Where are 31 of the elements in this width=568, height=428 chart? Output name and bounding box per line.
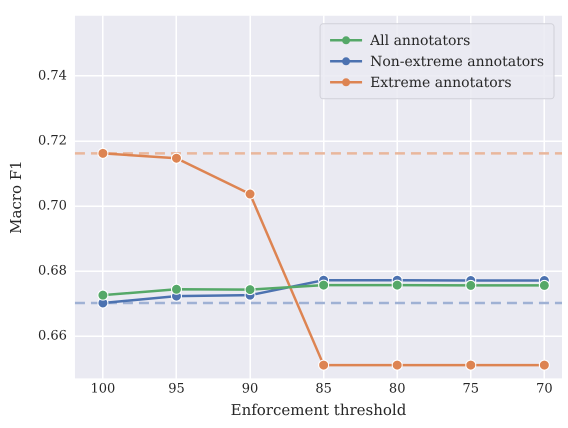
x-tick-label: 75 [462,382,480,397]
point [170,284,182,295]
x-tick-label: 85 [315,382,332,397]
x-tick-label: 100 [90,382,116,397]
x-tick-label: 95 [168,382,185,397]
point [97,290,108,301]
point [170,152,182,164]
y-tick-label: 0.68 [38,263,67,278]
x-tick-label: 80 [388,382,406,397]
point [392,360,403,371]
point [318,360,330,371]
point [465,360,476,371]
x-axis-title: Enforcement threshold [230,400,407,419]
y-axis-title: Macro F1 [6,160,25,234]
legend-label: Non-extreme annotators [370,54,544,70]
point [244,284,256,296]
point [538,360,550,371]
y-tick-label: 0.70 [38,198,67,214]
point [244,188,256,200]
point [318,280,330,291]
point [538,280,550,291]
legend-label: All annotators [369,32,470,49]
y-tick-label: 0.66 [38,328,67,344]
point [392,280,403,291]
y-tick-label: 0.72 [38,133,67,148]
y-tick-label: 0.74 [38,68,67,84]
legend-label: Extreme annotators [370,74,512,91]
x-tick-label: 90 [242,382,258,397]
x-tick-label: 70 [536,382,553,397]
point [97,148,108,159]
point [465,280,476,291]
